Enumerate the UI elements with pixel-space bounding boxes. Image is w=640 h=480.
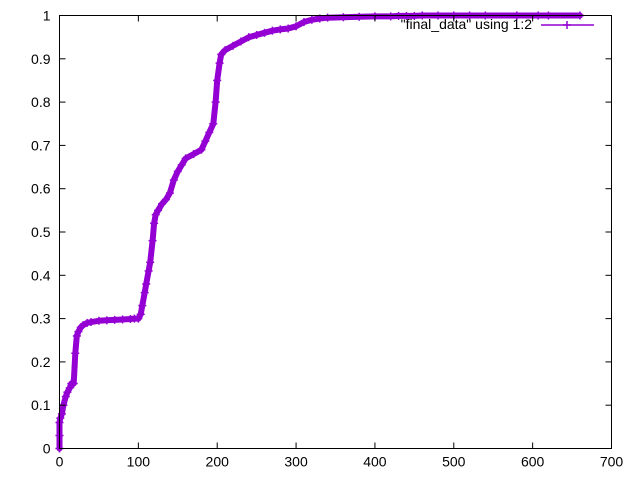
data-point bbox=[87, 318, 96, 327]
data-point bbox=[83, 318, 92, 327]
data-point bbox=[307, 15, 316, 24]
x-tick-label: 0 bbox=[56, 454, 64, 470]
x-tick-label: 200 bbox=[206, 454, 230, 470]
data-point bbox=[65, 383, 74, 392]
data-point bbox=[151, 210, 160, 219]
data-point bbox=[94, 316, 103, 325]
data-point bbox=[61, 392, 70, 401]
data-point bbox=[102, 316, 111, 325]
data-point bbox=[69, 379, 78, 388]
data-point bbox=[74, 327, 83, 336]
data-point bbox=[213, 76, 222, 85]
y-tick-label: 0.1 bbox=[31, 397, 51, 413]
data-point bbox=[72, 331, 81, 340]
data-point bbox=[197, 145, 206, 154]
y-tick-label: 0.9 bbox=[31, 51, 51, 67]
data-point bbox=[355, 12, 364, 21]
data-point bbox=[134, 314, 143, 323]
data-point bbox=[221, 46, 230, 55]
data-point bbox=[118, 315, 127, 324]
x-tick-label: 300 bbox=[284, 454, 308, 470]
data-point bbox=[148, 236, 157, 245]
data-point bbox=[268, 26, 277, 35]
data-point bbox=[217, 50, 226, 59]
y-tick-label: 0.2 bbox=[31, 354, 51, 370]
data-point bbox=[339, 13, 348, 22]
y-tick-label: 0.6 bbox=[31, 181, 51, 197]
y-tick-label: 0.8 bbox=[31, 94, 51, 110]
data-point bbox=[177, 160, 186, 169]
data-point bbox=[63, 388, 72, 397]
data-point bbox=[140, 288, 149, 297]
data-point bbox=[144, 266, 153, 275]
data-point bbox=[228, 41, 237, 50]
data-point bbox=[299, 17, 308, 26]
data-point bbox=[165, 189, 174, 198]
data-point bbox=[56, 414, 65, 423]
y-tick-label: 0.7 bbox=[31, 137, 51, 153]
data-point bbox=[161, 195, 170, 204]
y-tick-label: 0.3 bbox=[31, 311, 51, 327]
data-point bbox=[173, 167, 182, 176]
data-point bbox=[201, 137, 210, 146]
data-point bbox=[150, 219, 159, 228]
data-point bbox=[252, 30, 261, 39]
data-point bbox=[136, 310, 145, 319]
data-point bbox=[142, 279, 151, 288]
data-point bbox=[215, 59, 224, 68]
data-point bbox=[110, 315, 119, 324]
y-tick-label: 0.5 bbox=[31, 224, 51, 240]
x-tick-label: 500 bbox=[442, 454, 466, 470]
x-tick-label: 600 bbox=[521, 454, 545, 470]
data-point bbox=[276, 25, 285, 34]
data-point bbox=[205, 128, 214, 137]
legend-label: "final_data" using 1:2 bbox=[401, 16, 533, 32]
ticks-layer: 0 100 200 300 400 500 600 700 0 0.1 0.2 0.3 0.4 0.5 0.… bbox=[31, 8, 623, 470]
y-tick-label: 0.4 bbox=[31, 267, 51, 283]
data-point bbox=[181, 154, 190, 163]
data-point bbox=[292, 22, 301, 31]
data-point bbox=[323, 13, 332, 22]
data-point bbox=[146, 258, 155, 267]
data-point bbox=[386, 12, 395, 21]
data-point bbox=[158, 199, 167, 208]
data-point bbox=[236, 37, 245, 46]
y-tick-label: 1 bbox=[43, 8, 51, 24]
data-point bbox=[154, 206, 163, 215]
data-point bbox=[284, 24, 293, 33]
x-tick-label: 700 bbox=[600, 454, 624, 470]
y-tick-label: 0 bbox=[43, 441, 51, 457]
data-point bbox=[260, 28, 269, 37]
data-point bbox=[211, 98, 220, 107]
x-tick-label: 100 bbox=[127, 454, 151, 470]
data-point bbox=[138, 301, 147, 310]
legend: "final_data" using 1:2 bbox=[401, 16, 594, 32]
data-point bbox=[71, 349, 80, 358]
data-point bbox=[209, 119, 218, 128]
data-point bbox=[189, 150, 198, 159]
x-tick-label: 400 bbox=[363, 454, 387, 470]
data-point bbox=[244, 33, 253, 42]
data-point bbox=[169, 176, 178, 185]
